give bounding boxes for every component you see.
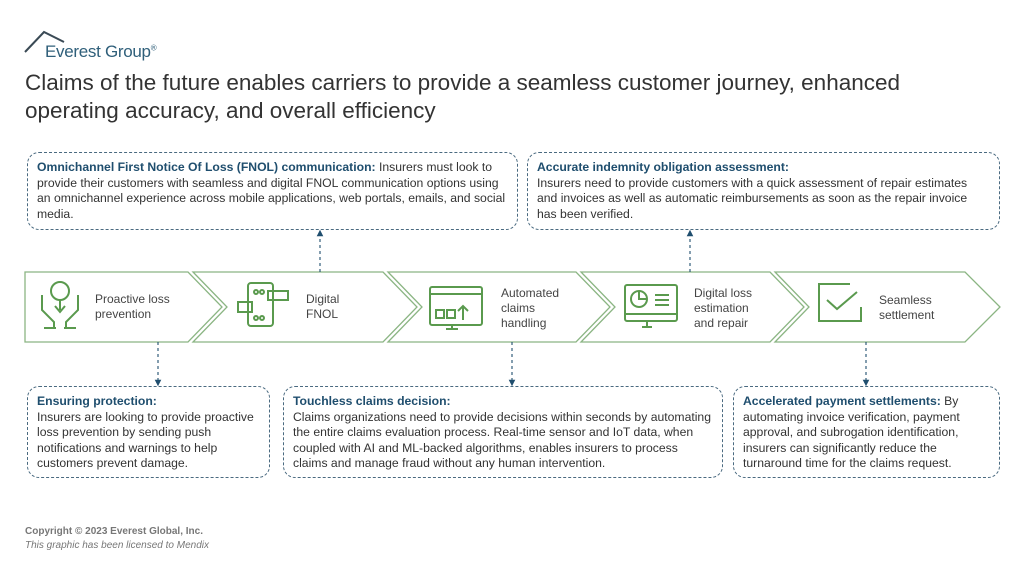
page-title: Claims of the future enables carriers to… xyxy=(25,70,901,123)
monitor-chart-icon xyxy=(624,284,678,328)
stage-automated-claims-handling: Automated claims handling xyxy=(501,286,560,330)
chevron-4 xyxy=(579,271,805,343)
box-body: Claims organizations need to provide dec… xyxy=(293,409,711,471)
hands-dollar-icon xyxy=(41,281,79,329)
box-touchless-claims: Touchless claims decision: Claims organiz… xyxy=(283,386,723,478)
box-indemnity-assessment: Accurate indemnity obligation assessment… xyxy=(527,152,1000,230)
chevron-3 xyxy=(386,271,611,343)
chevron-1 xyxy=(24,271,223,343)
logo-mark: ® xyxy=(150,43,157,53)
stage-seamless-settlement: Seamless settlement xyxy=(879,293,935,322)
monitor-upload-icon xyxy=(429,286,483,330)
box-ensuring-protection: Ensuring protection: Insurers are looking… xyxy=(27,386,270,478)
box-heading: Ensuring protection: xyxy=(37,394,157,408)
box-body: Insurers need to provide customers with … xyxy=(537,175,968,221)
logo-text: Everest Group xyxy=(45,42,151,61)
box-body: Insurers must look to provide their cust… xyxy=(37,160,506,221)
stage-digital-fnol: Digital FNOL xyxy=(306,292,340,321)
copyright: Copyright © 2023 Everest Global, Inc. xyxy=(25,526,203,537)
box-heading: Omnichannel First Notice Of Loss (FNOL) … xyxy=(37,160,376,174)
box-heading: Accurate indemnity obligation assessment… xyxy=(537,160,789,174)
box-body: Insurers are looking to provide proactiv… xyxy=(37,409,254,471)
checkbox-icon xyxy=(818,283,862,322)
box-heading: Accelerated payment settlements: xyxy=(743,394,941,408)
everest-logo: Everest Group® xyxy=(45,42,157,62)
stage-digital-loss-estimation: Digital loss estimation and repair xyxy=(694,286,753,330)
box-omnichannel-fnol: Omnichannel First Notice Of Loss (FNOL) … xyxy=(27,152,518,230)
box-accelerated-payment: Accelerated payment settlements: By auto… xyxy=(733,386,1000,478)
everest-logo-mountain xyxy=(24,30,65,53)
license-note: This graphic has been licensed to Mendix xyxy=(25,540,209,551)
mobile-chat-icon xyxy=(237,282,289,327)
chevron-2 xyxy=(191,271,418,343)
box-heading: Touchless claims decision: xyxy=(293,394,451,408)
stage-proactive-loss-prevention: Proactive loss prevention xyxy=(95,292,170,321)
box-body: By automating invoice verification, paym… xyxy=(743,394,960,471)
chevron-5 xyxy=(773,271,1001,343)
